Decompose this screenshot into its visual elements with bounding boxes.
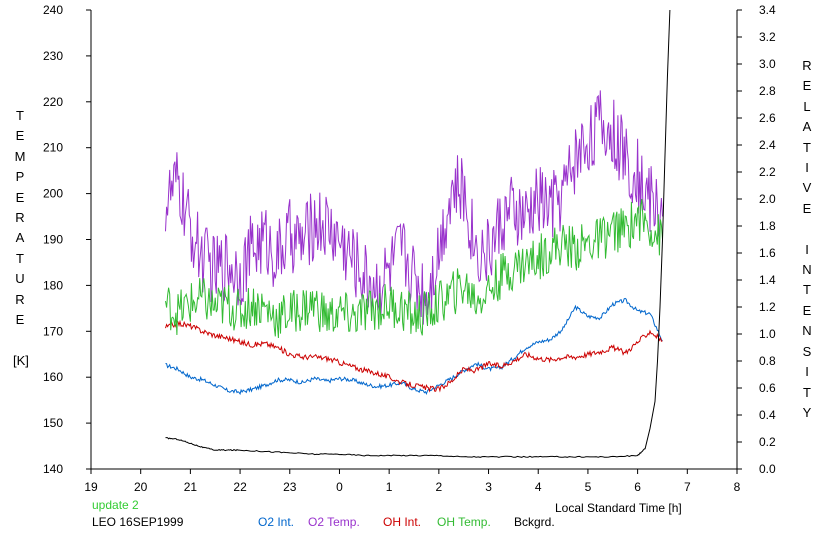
x-tick-label: 7 [684,480,691,494]
axis-label-letter: I [805,364,809,380]
axis-label-letter: S [802,343,812,359]
axis-label-letter: R [15,291,25,307]
axis-label-letter: E [15,189,25,205]
axis-label-letter: P [15,169,25,185]
series-o2-int-line [165,297,663,396]
x-tick-label: 5 [585,480,592,494]
left-tick-label: 200 [43,187,63,201]
right-tick-label: 2.4 [759,138,776,152]
legend-item: Bckgrd. [514,515,555,529]
series-o2-temp-line [165,90,663,325]
axis-label-letter: M [14,148,26,164]
axis-label-letter: N [802,262,812,278]
axis-label-letter: [K] [13,352,29,368]
right-tick-label: 0.4 [759,408,776,422]
right-tick-label: 2.6 [759,111,776,125]
x-tick-label: 3 [485,480,492,494]
left-tick-label: 180 [43,278,63,292]
axis-label-letter: A [802,119,812,135]
legend-item: OH Int. [383,515,422,529]
axis-label-letter [800,219,814,239]
right-tick-label: 0.8 [759,354,776,368]
axis-label-letter: I [805,160,809,176]
series-bckgrd-line [165,9,671,458]
left-tick-label: 160 [43,370,63,384]
right-tick-label: 1.6 [759,246,776,260]
right-tick-label: 0.0 [759,462,776,476]
right-tick-label: 3.2 [759,30,776,44]
axis-label-letter: U [15,271,25,287]
x-tick-label: 2 [436,480,443,494]
right-tick-label: 2.2 [759,165,776,179]
axis-label-letter: N [802,323,812,339]
x-tick-label: 23 [283,480,297,494]
left-tick-label: 220 [43,95,63,109]
axis-label-letter: T [803,139,811,155]
axis-label-letter: R [15,210,25,226]
axis-label-letter [13,330,27,350]
x-tick-label: 21 [184,480,198,494]
series-oh-temp-line [165,198,663,339]
axis-label-letter: T [803,282,811,298]
axis-label-letter: A [15,230,25,246]
legend-item: OH Temp. [437,515,491,529]
right-tick-label: 1.2 [759,300,776,314]
left-tick-label: 140 [43,462,63,476]
right-tick-label: 1.8 [759,219,776,233]
axis-label-letter: E [802,302,812,318]
legend-item: O2 Int. [258,515,295,529]
axis-label-letter: E [15,312,25,328]
axis-label-letter: E [802,78,812,94]
axis-label-letter: R [802,58,812,73]
x-tick-label: 0 [336,480,343,494]
update-label: update 2 [92,498,139,512]
axis-label-letter: T [16,108,24,123]
left-tick-label: 190 [43,233,63,247]
axis-label-letter: T [16,250,24,266]
right-tick-label: 0.2 [759,435,776,449]
station-date-label: LEO 16SEP1999 [92,515,184,529]
x-tick-label: 22 [233,480,247,494]
x-axis-label: Local Standard Time [h] [555,501,682,515]
left-tick-label: 240 [43,3,63,17]
right-tick-label: 1.0 [759,327,776,341]
x-tick-label: 1 [386,480,393,494]
series-oh-int-line [165,319,663,393]
right-tick-label: 3.4 [759,3,776,17]
x-tick-label: 6 [634,480,641,494]
left-tick-label: 170 [43,324,63,338]
right-tick-label: 1.4 [759,273,776,287]
x-tick-label: 20 [134,480,148,494]
left-tick-label: 150 [43,416,63,430]
axis-label-letter: E [802,200,812,216]
axes [86,9,742,474]
axis-label-letter: V [802,180,812,196]
right-tick-label: 2.8 [759,84,776,98]
axis-label-letter: L [803,98,811,114]
right-tick-label: 2.0 [759,192,776,206]
axis-label-letter: T [803,384,811,400]
series-layer [165,9,671,458]
axis-label-letter: I [805,241,809,257]
x-tick-label: 19 [84,480,98,494]
right-tick-label: 3.0 [759,57,776,71]
tick-labels: 1401501601701801902002102202302400.00.20… [43,3,776,494]
axis-label-letter: Y [802,404,812,420]
axis-label-letter: E [15,128,25,144]
x-tick-label: 8 [734,480,741,494]
left-tick-label: 210 [43,141,63,155]
left-tick-label: 230 [43,49,63,63]
legend-item: O2 Temp. [308,515,360,529]
x-tick-label: 4 [535,480,542,494]
right-tick-label: 0.6 [759,381,776,395]
